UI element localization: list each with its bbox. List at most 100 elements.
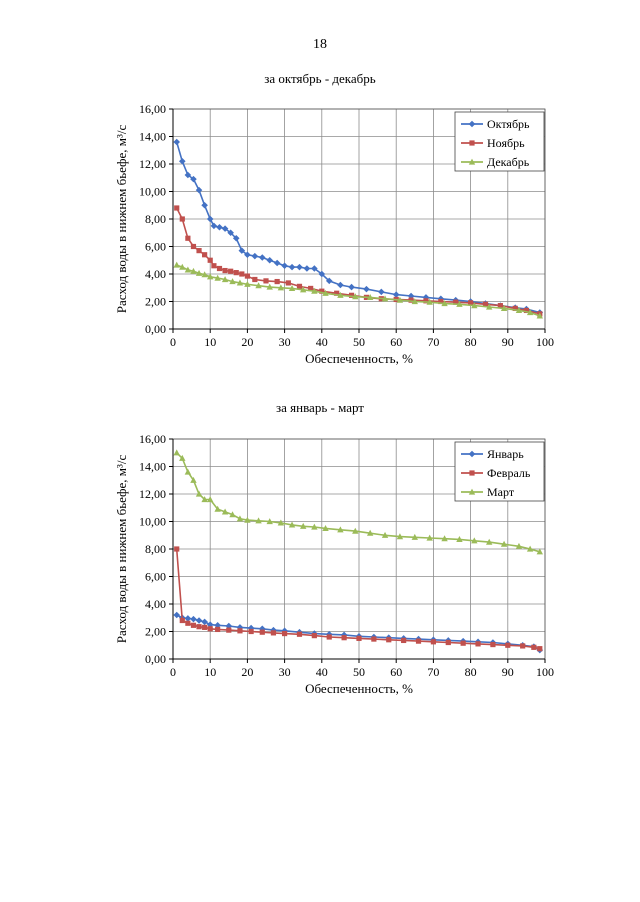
chart-jan-mar: 0 10 20 30 40 50 60 70 80 90 100 0,00 2,00 4,00 6,00 8,…: [114, 432, 554, 696]
data-point-февраль: [505, 642, 511, 648]
data-point-ноябрь: [523, 307, 529, 314]
data-point-ноябрь: [512, 305, 518, 311]
series-line-ноябрь: [175, 207, 541, 315]
data-point-март: [366, 529, 374, 536]
series-line-октябрь: [175, 141, 540, 314]
y-tick-label: 10,00: [139, 515, 166, 529]
y-tick-label: 8,00: [145, 212, 166, 226]
data-point-ноябрь: [179, 216, 185, 222]
data-point-февраль: [174, 546, 180, 552]
data-point-февраль: [401, 637, 407, 644]
data-point-ноябрь: [185, 235, 191, 241]
data-point-декабрь: [337, 291, 344, 298]
x-tick-label: 10: [204, 335, 216, 349]
data-point-ноябрь: [252, 276, 258, 283]
data-point-февраль: [207, 626, 213, 632]
y-tick-label: 14,00: [139, 460, 166, 474]
data-point-февраль: [445, 639, 451, 646]
data-point-декабрь: [277, 284, 285, 291]
data-point-октябрь: [288, 263, 296, 271]
data-point-октябрь: [244, 251, 251, 259]
x-tick-label: 60: [390, 665, 402, 679]
data-point-февраль: [520, 643, 526, 649]
chart-title-oct-dec: за октябрь - декабрь: [264, 71, 376, 86]
data-point-ноябрь: [216, 265, 223, 272]
data-point-февраль: [282, 630, 288, 637]
x-tick-label: 70: [427, 665, 439, 679]
data-point-март: [244, 516, 251, 523]
data-point-октябрь: [311, 265, 318, 272]
data-point-февраль: [341, 635, 347, 641]
data-point-март: [426, 534, 433, 541]
data-point-февраль: [386, 637, 392, 643]
data-point-октябрь: [221, 225, 229, 232]
data-point-ноябрь: [308, 285, 314, 292]
legend-label: Ноябрь: [487, 136, 525, 150]
data-point-декабрь: [300, 286, 307, 293]
page-number: 18: [313, 37, 327, 52]
data-point-март: [486, 538, 493, 545]
data-point-ноябрь: [244, 273, 250, 279]
data-point-март: [207, 496, 214, 503]
data-point-ноябрь: [482, 301, 489, 307]
data-point-ноябрь: [438, 298, 444, 305]
data-point-февраль: [356, 635, 362, 641]
data-point-октябрь: [190, 175, 197, 183]
data-point-октябрь: [258, 254, 266, 261]
data-point-февраль: [531, 644, 537, 650]
data-point-декабрь: [244, 280, 251, 287]
data-point-март: [214, 505, 221, 512]
x-tick-label: 50: [353, 335, 365, 349]
y-tick-label: 0,00: [145, 322, 166, 336]
data-point-ноябрь: [228, 268, 234, 274]
data-point-ноябрь: [222, 267, 228, 274]
y-axis-label: Расход воды в нижнем бьефе, м³/с: [114, 125, 129, 314]
data-point-февраль: [415, 638, 422, 644]
data-point-март: [236, 515, 244, 522]
data-point-февраль: [259, 629, 265, 635]
data-point-март: [322, 524, 329, 531]
data-point-март: [277, 519, 285, 526]
x-axis-label: Обеспеченность, %: [305, 681, 413, 696]
data-point-октябрь: [266, 256, 274, 264]
y-tick-label: 4,00: [145, 267, 166, 281]
data-point-ноябрь: [196, 248, 202, 254]
data-point-декабрь: [288, 285, 296, 292]
data-point-февраль: [179, 617, 185, 624]
data-point-февраль: [202, 624, 208, 630]
data-point-ноябрь: [296, 283, 303, 289]
data-point-октябрь: [216, 223, 223, 231]
legend-label: Январь: [487, 447, 524, 461]
data-point-декабрь: [207, 273, 214, 280]
data-point-март: [179, 454, 186, 461]
data-point-февраль: [296, 631, 303, 637]
y-tick-label: 0,00: [145, 652, 166, 666]
data-point-декабрь: [255, 282, 262, 289]
data-point-март: [337, 526, 344, 533]
data-point-декабрь: [229, 278, 236, 285]
x-axis-label: Обеспеченность, %: [305, 351, 413, 366]
chart-oct-dec: 0 10 20 30 40 50 60 70 80 90 100 0,00 2,00 4,00 6,00 8,…: [114, 102, 554, 366]
data-point-декабрь: [536, 312, 543, 319]
data-point-март: [526, 545, 534, 552]
x-tick-label: 60: [390, 335, 402, 349]
x-tick-label: 40: [316, 665, 328, 679]
y-tick-label: 16,00: [139, 102, 166, 116]
data-point-ноябрь: [348, 292, 355, 298]
data-point-октябрь: [337, 281, 344, 289]
data-point-март: [441, 535, 448, 542]
data-point-октябрь: [251, 252, 259, 260]
data-point-январь: [201, 618, 208, 626]
data-point-март: [288, 521, 296, 528]
data-point-март: [221, 508, 229, 515]
x-tick-label: 100: [536, 665, 554, 679]
y-tick-label: 2,00: [145, 295, 166, 309]
data-point-декабрь: [515, 307, 523, 314]
data-point-март: [381, 531, 389, 538]
y-tick-label: 4,00: [145, 597, 166, 611]
x-tick-label: 90: [502, 335, 514, 349]
x-tick-label: 50: [353, 665, 365, 679]
x-tick-label: 30: [279, 335, 291, 349]
data-point-декабрь: [411, 298, 418, 305]
x-tick-label: 20: [241, 335, 253, 349]
